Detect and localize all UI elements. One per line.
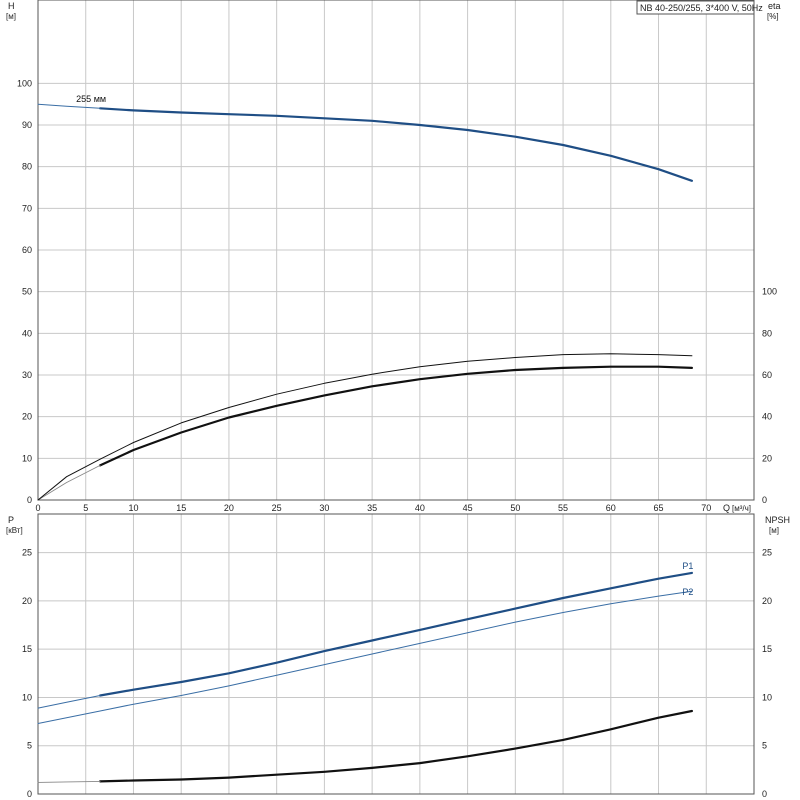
x-tick-label: 30 <box>319 503 329 513</box>
y-right-tick-label: 40 <box>762 412 772 422</box>
plot-frame-bottom <box>37 513 755 795</box>
x-tick-label: 25 <box>272 503 282 513</box>
y-left-tick-label: 40 <box>22 328 32 338</box>
x-tick-label: 0 <box>35 503 40 513</box>
series-line-top-2 <box>99 365 693 467</box>
y-left-axis-unit: [м] <box>6 12 16 21</box>
y-left-tick-label: 100 <box>17 78 32 88</box>
x-tick-label: 65 <box>654 503 664 513</box>
y-right-axis-label: eta <box>768 1 781 11</box>
y-left-tick-label: 5 <box>27 741 32 751</box>
x-tick-label: 70 <box>701 503 711 513</box>
y-right-axis-unit: [м] <box>769 526 779 535</box>
y-left-tick-label: 60 <box>22 245 32 255</box>
y-left-tick-label: 15 <box>22 644 32 654</box>
x-tick-label: 35 <box>367 503 377 513</box>
x-tick-label: 45 <box>463 503 473 513</box>
axis-layer <box>37 0 755 795</box>
curve-label-top-0: 255 мм <box>76 94 106 104</box>
y-right-tick-label: 0 <box>762 789 767 799</box>
y-left-tick-label: 90 <box>22 120 32 130</box>
series-line-bottom-4 <box>37 780 101 783</box>
y-left-axis-unit: [кВт] <box>6 526 23 535</box>
y-right-tick-label: 15 <box>762 644 772 654</box>
series-line-bottom-2 <box>37 590 693 724</box>
chart-title: NB 40-250/255, 3*400 V, 50Hz <box>640 3 763 13</box>
y-left-tick-label: 50 <box>22 287 32 297</box>
x-axis-label: Q <box>723 503 730 513</box>
label-layer: 0 5 10 15 20 25 30 35 40 45 50 55 60 65 70010203040506… <box>6 1 790 799</box>
y-right-tick-label: 60 <box>762 370 772 380</box>
y-left-tick-label: 10 <box>22 453 32 463</box>
y-right-tick-label: 20 <box>762 596 772 606</box>
series-line-bottom-1 <box>37 695 101 709</box>
x-tick-label: 50 <box>510 503 520 513</box>
series-line-top-1 <box>37 103 101 109</box>
curve-label-bottom-0: P1 <box>682 561 693 571</box>
series-line-bottom-0 <box>99 571 693 697</box>
y-right-tick-label: 0 <box>762 495 767 505</box>
y-left-tick-label: 20 <box>22 596 32 606</box>
x-tick-label: 60 <box>606 503 616 513</box>
y-left-tick-label: 80 <box>22 162 32 172</box>
y-right-tick-label: 25 <box>762 548 772 558</box>
y-left-tick-label: 10 <box>22 692 32 702</box>
series-line-bottom-3 <box>99 709 693 783</box>
x-tick-label: 55 <box>558 503 568 513</box>
y-right-tick-label: 100 <box>762 287 777 297</box>
x-tick-label: 40 <box>415 503 425 513</box>
x-tick-label: 10 <box>128 503 138 513</box>
grid-layer <box>38 0 754 794</box>
y-left-tick-label: 70 <box>22 203 32 213</box>
curve-label-bottom-1: P2 <box>682 587 693 597</box>
series-layer <box>37 103 693 783</box>
x-axis-unit: [м³/ч] <box>732 504 751 513</box>
y-left-axis-label: P <box>8 515 14 525</box>
series-line-top-0 <box>99 107 693 182</box>
x-tick-label: 5 <box>83 503 88 513</box>
y-right-tick-label: 20 <box>762 453 772 463</box>
plot-frame-top <box>37 0 755 501</box>
y-right-tick-label: 5 <box>762 741 767 751</box>
y-right-axis-label: NPSH <box>765 515 790 525</box>
y-left-tick-label: 20 <box>22 412 32 422</box>
y-left-tick-label: 25 <box>22 548 32 558</box>
y-left-tick-label: 0 <box>27 495 32 505</box>
series-line-top-4 <box>37 353 693 501</box>
y-right-tick-label: 80 <box>762 328 772 338</box>
y-right-tick-label: 10 <box>762 692 772 702</box>
y-left-tick-label: 30 <box>22 370 32 380</box>
x-tick-label: 20 <box>224 503 234 513</box>
series-line-top-3 <box>37 464 101 501</box>
title-box: NB 40-250/255, 3*400 V, 50Hz <box>636 0 763 15</box>
x-tick-label: 15 <box>176 503 186 513</box>
y-right-axis-unit: [%] <box>767 12 779 21</box>
y-left-tick-label: 0 <box>27 789 32 799</box>
y-left-axis-label: H <box>8 1 15 11</box>
